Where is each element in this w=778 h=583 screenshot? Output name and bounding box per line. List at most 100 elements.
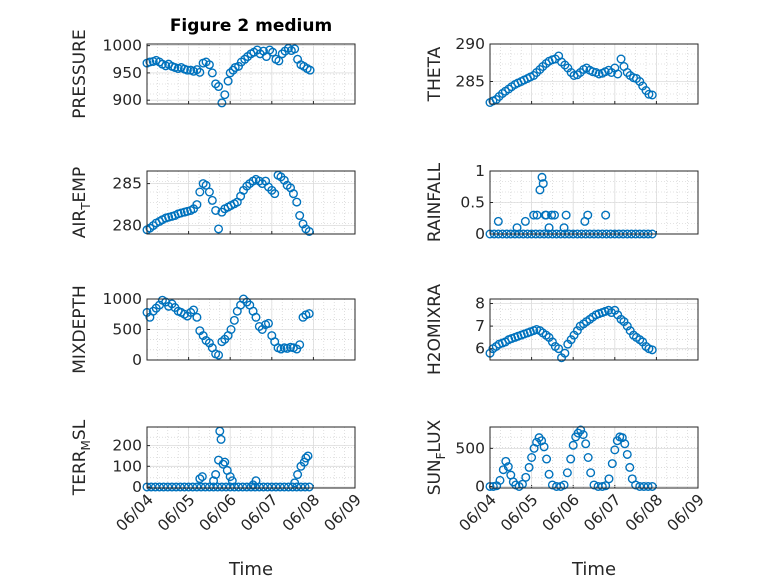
- y-tick-label: 0: [475, 225, 485, 243]
- axes-box: [489, 426, 699, 489]
- data-point: [184, 482, 194, 492]
- data-point: [204, 187, 214, 197]
- data-point: [647, 481, 657, 491]
- data-point: [631, 480, 641, 490]
- y-tick-label: 500: [112, 321, 142, 339]
- data-point: [491, 94, 501, 104]
- data-point: [207, 195, 217, 205]
- data-point: [242, 482, 252, 492]
- y-tick-label: 1000: [103, 290, 142, 308]
- data-point: [544, 469, 554, 479]
- data-point: [197, 472, 207, 482]
- data-point: [538, 179, 548, 189]
- data-point: [242, 181, 252, 191]
- data-point: [647, 90, 657, 100]
- data-point: [200, 482, 210, 492]
- data-point: [171, 482, 181, 492]
- data-point: [175, 482, 185, 492]
- data-point: [192, 65, 202, 75]
- data-point: [209, 482, 219, 492]
- data-point: [229, 315, 239, 325]
- x-axis-label-right: Time: [571, 559, 616, 580]
- panel-rainfall: 0 0.5 1 RAINFALL: [425, 162, 699, 243]
- panel-theta: 285 290 THETA: [425, 35, 699, 107]
- data-point: [304, 226, 314, 236]
- data-point: [221, 482, 231, 492]
- data-point: [279, 482, 289, 492]
- data-point: [639, 481, 649, 491]
- y-axis-label: H2OMIXRA: [425, 284, 445, 375]
- data-point: [188, 482, 198, 492]
- data-point: [275, 482, 285, 492]
- data-point: [195, 474, 205, 484]
- data-point: [303, 451, 313, 461]
- data-point: [218, 459, 228, 469]
- data-point: [635, 481, 645, 491]
- data-point: [254, 176, 264, 186]
- data-point: [532, 210, 542, 220]
- data-point: [542, 454, 552, 464]
- data-point: [211, 470, 221, 480]
- y-tick-label: 1000: [103, 37, 142, 55]
- data-point: [622, 321, 632, 331]
- data-point: [647, 345, 657, 355]
- x-tick-label: 06/09: [664, 491, 708, 535]
- y-tick-label: 100: [112, 457, 142, 475]
- data-point: [238, 482, 248, 492]
- data-point: [274, 56, 284, 66]
- data-point: [535, 64, 545, 74]
- data-point: [512, 223, 522, 233]
- data-point: [566, 335, 576, 345]
- data-point: [583, 210, 593, 220]
- data-point: [192, 200, 202, 210]
- data-point: [234, 482, 244, 492]
- data-point: [304, 309, 314, 319]
- data-point: [268, 47, 278, 57]
- y-axis-label: TERRMSL: [70, 419, 93, 496]
- x-axis-label-left: Time: [228, 559, 273, 580]
- data-point: [589, 480, 599, 490]
- data-point: [220, 90, 230, 100]
- data-point: [217, 98, 227, 108]
- data-point: [145, 57, 155, 67]
- data-point: [559, 480, 569, 490]
- data-point: [288, 189, 298, 199]
- figure-title: Figure 2 medium: [170, 16, 332, 36]
- data-point: [295, 340, 305, 350]
- data-point: [225, 68, 235, 78]
- axes-box: [489, 43, 699, 105]
- y-tick-label: 200: [112, 437, 142, 455]
- data-point: [300, 482, 310, 492]
- y-axis-label: RAINFALL: [425, 162, 445, 242]
- data-point: [251, 312, 261, 322]
- y-axis-label: SUNFLUX: [425, 419, 448, 495]
- x-tick-label: 06/05: [154, 491, 198, 535]
- x-tick-label: 06/09: [321, 491, 365, 535]
- data-point: [150, 482, 160, 492]
- data-point: [622, 449, 632, 459]
- data-point: [296, 482, 306, 492]
- panel-h2omixra: 6 7 8 H2OMIXRA: [425, 284, 699, 375]
- y-tick-label: 500: [455, 439, 485, 457]
- data-point: [644, 89, 654, 99]
- data-point: [214, 224, 224, 234]
- data-point: [263, 482, 273, 492]
- data-point: [195, 187, 205, 197]
- data-point: [283, 482, 293, 492]
- data-point: [620, 439, 630, 449]
- y-tick-label: 285: [112, 175, 142, 193]
- data-point: [586, 468, 596, 478]
- data-point: [214, 350, 224, 360]
- data-point: [544, 223, 554, 233]
- data-point: [246, 482, 256, 492]
- data-point: [607, 459, 617, 469]
- data-point: [601, 210, 611, 220]
- data-point: [279, 175, 289, 185]
- x-tick-label: 06/07: [580, 491, 624, 535]
- y-tick-label: 6: [475, 340, 485, 358]
- data-point: [298, 219, 308, 229]
- data-point: [616, 54, 626, 64]
